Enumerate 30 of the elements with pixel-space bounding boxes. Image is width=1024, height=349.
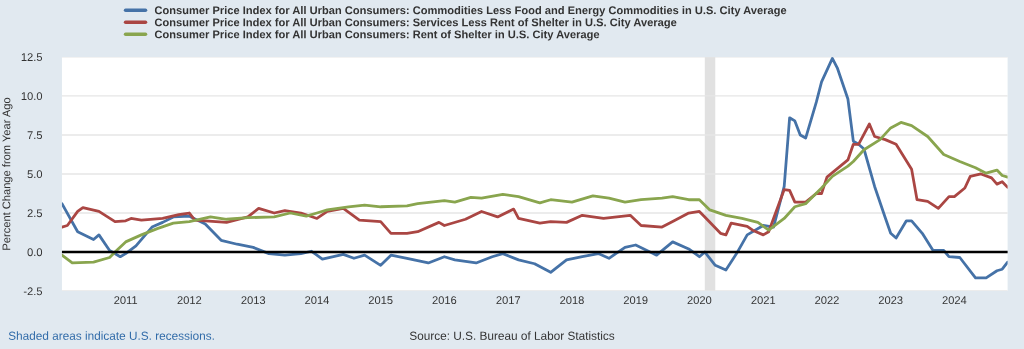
y-tick-label: 7.5 [27,131,43,140]
x-tick-label: 2022 [815,296,839,305]
x-tick-label: 2011 [114,296,138,305]
x-tick-label: 2024 [942,296,967,305]
line-series [61,57,1008,280]
x-tick-label: 2015 [368,296,393,305]
x-tick-label: 2021 [751,296,776,305]
x-tick-label: 2017 [496,296,521,305]
y-tick-label: 2.5 [27,209,43,218]
source-note: Source: U.S. Bureau of Labor Statistics [409,331,615,340]
x-tick-label: 2023 [878,296,903,305]
legend-label: Consumer Price Index for All Urban Consumers: Services Less Rent of Shelter in U.S. City Average [154,18,677,29]
x-tick-label: 2013 [241,296,266,305]
y-tick-label: 0.0 [27,248,43,257]
line-series [61,121,1008,265]
x-tick-label: 2019 [623,296,648,305]
line-series [61,122,1008,237]
legend-label: Consumer Price Index for All Urban Consumers: Rent of Shelter in U.S. City Average [154,30,600,41]
x-tick-label: 2012 [177,296,202,305]
y-tick-label: 12.5 [21,53,43,62]
text: Shaded areas indicate U.S. recessions. [8,331,214,340]
legend-label: Consumer Price Index for All Urban Consumers: Commodities Less Food and Energy Commodities in U.S. City Average [154,6,787,17]
x-tick-label: 2014 [305,296,329,305]
x-tick-label: 2020 [687,296,712,305]
y-tick-label: 10.0 [21,92,43,101]
y-tick-label: 5.0 [27,170,43,179]
x-tick-label: 2018 [560,296,584,305]
y-tick-label: -2.5 [23,287,43,296]
x-tick-label: 2016 [432,296,457,305]
y-axis-title: Percent Change from Year Ago [2,97,13,250]
